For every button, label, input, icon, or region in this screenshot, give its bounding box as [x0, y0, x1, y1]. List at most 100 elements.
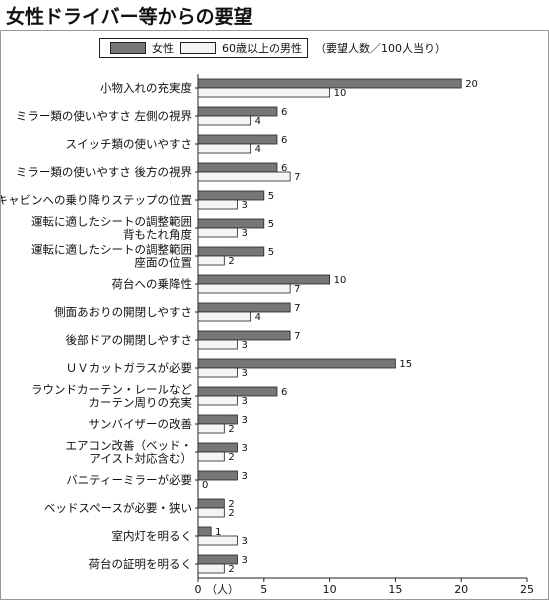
x-tick-label: 5: [260, 583, 267, 596]
bar-men60: [197, 395, 238, 406]
bar-women: [197, 554, 238, 565]
data-label-men60: 7: [294, 284, 300, 295]
bar-women: [197, 442, 238, 453]
data-label-men60: 3: [241, 228, 247, 239]
data-label-men60: 10: [334, 88, 347, 99]
bar-women: [197, 162, 278, 173]
data-label-men60: 3: [241, 536, 247, 547]
category-label: 小物入れの充実度: [100, 81, 192, 95]
data-label-men60: 2: [228, 424, 234, 435]
category-label: アイスト対応含む）: [89, 452, 192, 466]
category-label: ＵＶカットガラスが必要: [66, 361, 192, 375]
data-label-women: 3: [241, 471, 247, 482]
data-label-women: 7: [294, 303, 300, 314]
data-label-men60: 3: [241, 200, 247, 211]
category-label: ミラー類の使いやすさ 左側の視界: [16, 109, 193, 123]
legend-swatch-men60: [180, 42, 216, 54]
category-label: 運転に適したシートの調整範囲: [31, 215, 192, 229]
bar-men60: [197, 227, 238, 238]
bar-women: [197, 190, 265, 201]
x-tick-label: 15: [388, 583, 402, 596]
data-label-men60: 3: [241, 368, 247, 379]
data-label-women: 3: [241, 415, 247, 426]
bar-women: [197, 386, 278, 397]
legend-label-men60: 60歳以上の男性: [222, 42, 302, 55]
data-label-women: 2: [228, 499, 234, 510]
category-label: 座面の位置: [135, 256, 193, 270]
bar-men60: [197, 171, 291, 182]
data-label-women: 6: [281, 107, 287, 118]
bar-men60: [197, 507, 225, 518]
data-label-men60: 0: [202, 480, 208, 491]
bar-men60: [197, 199, 238, 210]
bar-men60: [197, 115, 252, 126]
bar-women: [197, 470, 238, 481]
data-label-men60: 3: [241, 396, 247, 407]
bar-men60: [197, 535, 238, 546]
data-label-women: 10: [334, 275, 347, 286]
category-label: カーテン周りの充実: [89, 396, 193, 410]
legend-item-men60: 60歳以上の男性: [180, 41, 302, 55]
bar-men60: [197, 367, 238, 378]
bar-men60: [197, 339, 238, 350]
category-label: バニティーミラーが必要: [66, 473, 192, 487]
x-axis-unit-label: （人）: [206, 583, 239, 596]
data-label-women: 20: [465, 79, 478, 90]
x-tick-label: 10: [323, 583, 337, 596]
data-label-women: 5: [268, 191, 274, 202]
data-label-men60: 2: [228, 256, 234, 267]
bar-women: [197, 134, 278, 145]
bar-men60: [197, 311, 252, 322]
bar-women: [197, 274, 331, 285]
bar-women: [197, 246, 265, 257]
data-label-women: 6: [281, 387, 287, 398]
bar-men60: [197, 451, 225, 462]
data-label-women: 7: [294, 331, 300, 342]
chart-title: 女性ドライバー等からの要望: [6, 6, 253, 28]
category-label: 背もたれ角度: [123, 228, 192, 242]
data-label-men60: 3: [241, 340, 247, 351]
category-label: エアコン改善（ベッド・: [66, 439, 193, 453]
category-label: 後部ドアの開閉しやすさ: [66, 333, 192, 347]
x-tick-label: 25: [520, 583, 534, 596]
x-tick-label: 20: [454, 583, 468, 596]
data-label-women: 6: [281, 163, 287, 174]
data-label-women: 5: [268, 219, 274, 230]
bar-men60: [197, 143, 252, 154]
legend-item-women: 女性: [110, 41, 174, 55]
data-label-men60: 4: [255, 312, 261, 323]
category-label: 側面あおりの開閉しやすさ: [54, 305, 192, 319]
data-label-women: 15: [399, 359, 412, 370]
category-label: ミラー類の使いやすさ 後方の視界: [16, 165, 193, 179]
category-label: スイッチ類の使いやすさ: [66, 137, 193, 151]
bar-women: [197, 330, 291, 341]
category-label: 荷台への乗降性: [112, 277, 193, 291]
bar-women: [197, 414, 238, 425]
data-label-men60: 7: [294, 172, 300, 183]
bar-women: [197, 498, 225, 509]
legend-swatch-women: [110, 42, 146, 54]
data-label-men60: 2: [228, 564, 234, 575]
legend-label-women: 女性: [152, 42, 174, 55]
data-label-men60: 2: [228, 508, 234, 519]
data-label-women: 5: [268, 247, 274, 258]
category-label: ラウンドカーテン・レールなど: [31, 383, 192, 397]
bar-men60: [197, 423, 225, 434]
bar-women: [197, 302, 291, 313]
data-label-men60: 4: [255, 144, 261, 155]
unit-note: （要望人数／100人当り）: [315, 42, 446, 55]
data-label-women: 3: [241, 555, 247, 566]
category-label: 運転に適したシートの調整範囲: [31, 243, 192, 257]
bar-women: [197, 78, 462, 89]
category-label: 荷台の証明を明るく: [89, 557, 193, 571]
category-label: ベッドスペースが必要・狭い: [44, 501, 192, 515]
bar-women: [197, 358, 396, 369]
bar-women: [197, 218, 265, 229]
bar-women: [197, 106, 278, 117]
category-label: キャビンへの乗り降りステップの位置: [0, 193, 192, 207]
data-label-men60: 2: [228, 452, 234, 463]
bar-men60: [197, 563, 225, 574]
bar-men60: [197, 87, 331, 98]
